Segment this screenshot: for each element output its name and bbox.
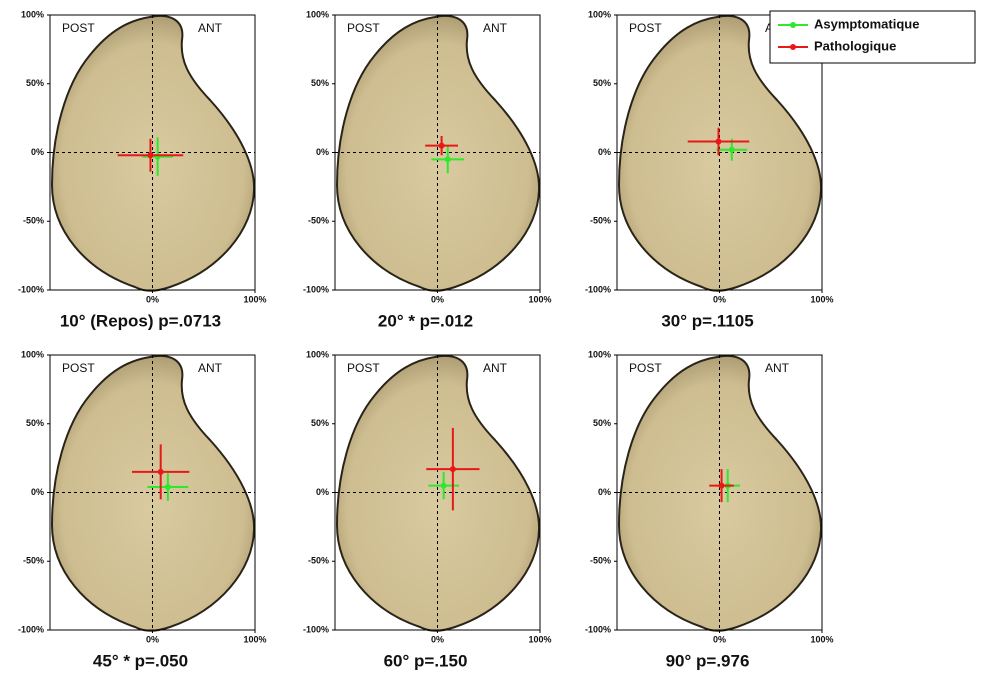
annotation-ant: ANT (483, 21, 508, 35)
panel-title: 45° * p=.050 (93, 651, 188, 670)
y-tick-label: -50% (23, 556, 44, 566)
annotation-post: POST (62, 361, 95, 375)
y-tick-label: 0% (31, 487, 44, 497)
x-tick-label: 100% (810, 294, 833, 304)
annotation-ant: ANT (198, 361, 223, 375)
annotation-ant: ANT (765, 361, 790, 375)
y-tick-label: 50% (26, 78, 44, 88)
y-tick-label: 100% (21, 349, 44, 359)
y-tick-label: -100% (585, 284, 611, 294)
data-point (164, 484, 171, 490)
x-tick-label: 0% (146, 294, 159, 304)
data-point (147, 152, 154, 159)
y-tick-label: 100% (588, 9, 611, 19)
y-tick-label: 50% (593, 418, 611, 428)
y-tick-label: -100% (18, 284, 44, 294)
y-tick-label: 100% (306, 349, 329, 359)
annotation-ant: ANT (483, 361, 508, 375)
y-tick-label: -100% (303, 284, 329, 294)
data-point (444, 156, 451, 163)
y-tick-label: 0% (31, 147, 44, 157)
x-tick-label: 100% (243, 294, 266, 304)
data-point (438, 142, 445, 149)
y-tick-label: 100% (21, 9, 44, 19)
data-point (157, 468, 164, 475)
y-tick-label: 0% (316, 147, 329, 157)
y-tick-label: 0% (598, 147, 611, 157)
y-tick-label: -50% (23, 216, 44, 226)
legend-box (769, 10, 976, 64)
annotation-post: POST (347, 21, 380, 35)
x-tick-label: 0% (431, 634, 444, 644)
data-point (715, 138, 722, 145)
legend-label: Asymptomatique (814, 16, 919, 31)
y-tick-label: -100% (18, 624, 44, 634)
legend-label: Pathologique (814, 38, 896, 53)
y-tick-label: -50% (590, 216, 611, 226)
x-tick-label: 100% (243, 634, 266, 644)
y-tick-label: 100% (306, 9, 329, 19)
annotation-ant: ANT (198, 21, 223, 35)
x-tick-label: 0% (713, 294, 726, 304)
y-tick-label: -100% (303, 624, 329, 634)
legend-dot (790, 22, 796, 28)
glenoid-shape (50, 15, 256, 292)
y-tick-label: -50% (308, 556, 329, 566)
annotation-post: POST (629, 361, 662, 375)
x-tick-label: 0% (431, 294, 444, 304)
y-tick-label: -50% (590, 556, 611, 566)
y-tick-label: 50% (311, 78, 329, 88)
x-tick-label: 0% (146, 634, 159, 644)
annotation-post: POST (62, 21, 95, 35)
legend-dot (790, 44, 796, 50)
data-point (718, 482, 725, 489)
x-tick-label: 100% (528, 294, 551, 304)
annotation-post: POST (629, 21, 662, 35)
y-tick-label: 0% (598, 487, 611, 497)
glenoid-shape (617, 355, 823, 632)
panel-title: 60° p=.150 (384, 651, 468, 670)
data-point (440, 482, 447, 489)
x-tick-label: 100% (528, 634, 551, 644)
data-point (449, 466, 456, 473)
y-tick-label: 0% (316, 487, 329, 497)
y-tick-label: 50% (311, 418, 329, 428)
y-tick-label: -100% (585, 624, 611, 634)
panel-title: 90° p=.976 (666, 651, 750, 670)
data-point (728, 146, 735, 153)
glenoid-shape (335, 15, 541, 292)
x-tick-label: 0% (713, 634, 726, 644)
y-tick-label: 50% (593, 78, 611, 88)
panel-title: 10° (Repos) p=.0713 (60, 311, 221, 330)
x-tick-label: 100% (810, 634, 833, 644)
panel-title: 20° * p=.012 (378, 311, 473, 330)
glenoid-shape (50, 355, 256, 632)
panel-title: 30° p=.1105 (661, 311, 753, 330)
glenoid-shape (335, 355, 541, 632)
y-tick-label: 50% (26, 418, 44, 428)
annotation-post: POST (347, 361, 380, 375)
glenoid-shape (617, 15, 823, 292)
y-tick-label: 100% (588, 349, 611, 359)
y-tick-label: -50% (308, 216, 329, 226)
